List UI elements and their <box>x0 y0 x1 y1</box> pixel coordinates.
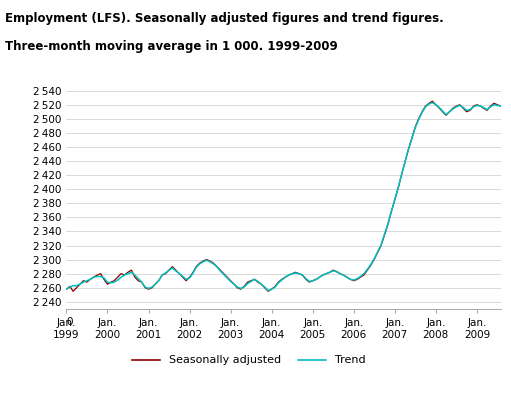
Legend: Seasonally adjusted, Trend: Seasonally adjusted, Trend <box>128 351 369 370</box>
Text: Three-month moving average in 1 000. 1999-2009: Three-month moving average in 1 000. 199… <box>5 40 338 53</box>
Text: 0: 0 <box>66 317 73 327</box>
Text: Employment (LFS). Seasonally adjusted figures and trend figures.: Employment (LFS). Seasonally adjusted fi… <box>5 12 444 25</box>
